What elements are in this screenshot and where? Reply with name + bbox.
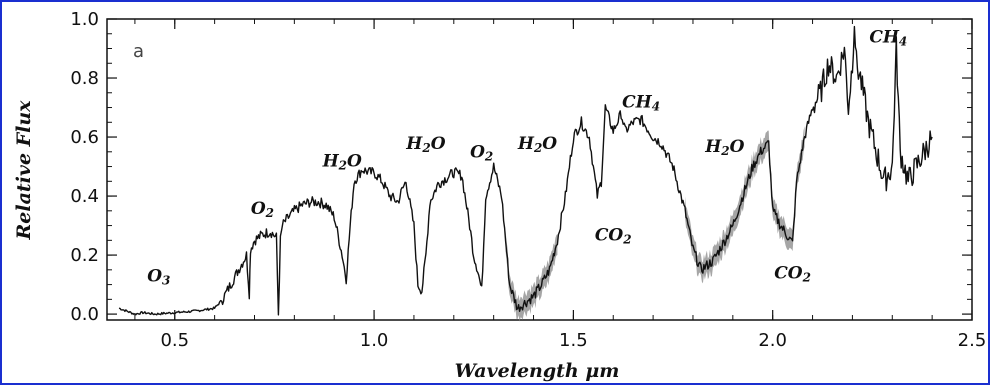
plot-area-frame (106, 18, 973, 321)
noise-band (752, 126, 805, 252)
band-annotation: CO2 (774, 264, 811, 285)
y-tick-label: 0.6 (70, 127, 99, 148)
panel-label: a (133, 41, 144, 62)
y-tick-label: 0.2 (70, 245, 99, 266)
y-tick-label: 0.8 (70, 68, 99, 89)
x-axis: 0.5 1.0 1.5 2.0 2.5 (134, 19, 987, 351)
noise-band (685, 154, 753, 284)
spectrum-line (118, 25, 933, 316)
band-annotation: CO2 (595, 225, 632, 246)
x-tick-label: 0.5 (160, 330, 189, 351)
band-annotation: H2O (517, 134, 557, 155)
series-layer (118, 25, 933, 316)
band-annotation: H2O (405, 134, 445, 155)
y-tick-label: 1.0 (70, 9, 99, 30)
y-tick-label: 0.4 (70, 186, 99, 207)
x-axis-title: Wavelength μm (455, 360, 620, 382)
band-annotation: H2O (322, 152, 362, 173)
noise-band-layer (505, 126, 805, 322)
band-annotation: O2 (470, 143, 493, 164)
x-tick-label: 2.5 (958, 330, 987, 351)
x-tick-label: 2.0 (758, 330, 787, 351)
y-tick-label: 0.0 (70, 304, 99, 325)
annotation-layer: O3 O2 H2O H2O O2 H2O CH4 CO2 H2O CO2 CH4 (147, 28, 907, 288)
y-axis: 0.0 0.2 0.4 0.6 0.8 1.0 (70, 9, 972, 325)
band-annotation: O3 (147, 267, 170, 288)
x-tick-label: 1.0 (360, 330, 389, 351)
x-tick-label: 1.5 (559, 330, 588, 351)
y-axis-title: Relative Flux (13, 100, 35, 241)
band-annotation: O2 (251, 199, 274, 220)
band-annotation: CH4 (869, 28, 907, 49)
band-annotation: H2O (704, 137, 744, 158)
noise-band (505, 230, 558, 322)
band-annotation: CH4 (622, 93, 660, 114)
